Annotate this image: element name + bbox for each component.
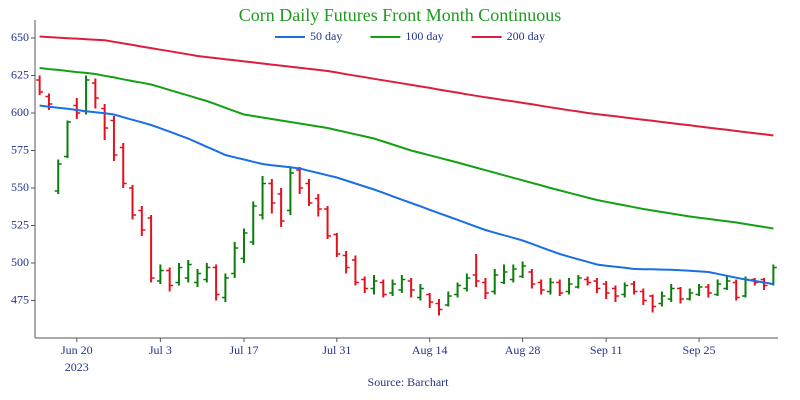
legend-label: 50 day: [310, 29, 342, 43]
x-tick-label: Sep 25: [683, 343, 716, 357]
x-tick-label: Aug 14: [412, 343, 448, 357]
source-note: Source: Barchart: [368, 375, 450, 389]
ma-line: [39, 67, 774, 230]
y-tick-label: 600: [11, 105, 29, 119]
ma-line: [39, 35, 774, 137]
y-tick-label: 625: [11, 67, 29, 81]
legend: 50 day 100 day 200 day: [275, 29, 545, 43]
y-tick-label: 550: [11, 180, 29, 194]
x-tick-label: Sep 11: [590, 343, 623, 357]
x-tick-label: Jul 31: [322, 343, 351, 357]
y-tick-label: 575: [11, 142, 29, 156]
y-tick-label: 650: [11, 30, 29, 44]
y-tick-label: 525: [11, 217, 29, 231]
y-tick-label: 475: [11, 292, 29, 306]
x-tick-label: Jul 17: [229, 343, 258, 357]
x-year-label: 2023: [65, 360, 89, 374]
y-tick-label: 500: [11, 255, 29, 269]
x-tick-label: Jul 3: [149, 343, 172, 357]
legend-label: 100 day: [405, 29, 443, 43]
x-tick-label: Aug 28: [505, 343, 541, 357]
ma-line: [39, 104, 774, 285]
x-tick-label: Jun 20: [61, 343, 93, 357]
chart-title: Corn Daily Futures Front Month Continuou…: [239, 5, 562, 25]
legend-label: 200 day: [507, 29, 545, 43]
